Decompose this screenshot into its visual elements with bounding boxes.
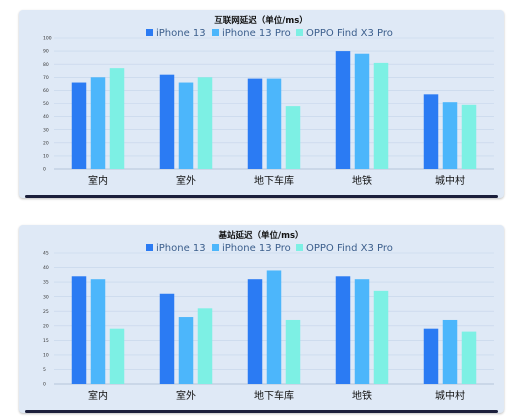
legend-swatch-oppo	[296, 244, 303, 251]
bar-oppo	[461, 104, 477, 169]
bar-iphone13	[71, 82, 87, 169]
x-category-label: 地下车库	[254, 389, 294, 402]
bar-oppo	[285, 319, 301, 384]
y-tick-label: 30	[43, 294, 49, 300]
legend-swatch-oppo	[296, 29, 303, 36]
legend-swatch-iphone13pro	[212, 29, 219, 36]
bar-iphone13	[335, 51, 351, 169]
bar-iphone13pro	[178, 82, 194, 169]
bar-iphone13pro	[442, 319, 458, 384]
internet-latency-chart: 互联网延迟（单位/ms） iPhone 13 iPhone 13 Pro OPP…	[43, 15, 494, 187]
y-tick-label: 5	[43, 367, 46, 373]
legend-label-iphone13: iPhone 13	[156, 243, 206, 254]
x-category-label: 室内	[88, 174, 108, 187]
bar-iphone13pro	[354, 53, 370, 169]
x-category-label: 地铁	[352, 174, 372, 187]
legend-label-iphone13: iPhone 13	[156, 28, 206, 39]
y-tick-label: 20	[43, 140, 49, 146]
bar-oppo	[373, 62, 389, 169]
y-tick-label: 35	[43, 280, 49, 286]
bar-iphone13pro	[178, 317, 194, 384]
legend-swatch-iphone13	[146, 29, 153, 36]
y-tick-label: 20	[43, 323, 49, 329]
x-category-label: 室外	[176, 174, 196, 187]
bar-iphone13pro	[266, 270, 282, 384]
bar-oppo	[197, 77, 213, 169]
x-category-label: 城中村	[435, 389, 465, 402]
y-tick-label: 40	[43, 114, 49, 120]
bar-iphone13pro	[354, 279, 370, 384]
y-tick-label: 100	[43, 36, 52, 42]
bar-iphone13	[159, 74, 175, 169]
bar-oppo	[197, 308, 213, 384]
bar-oppo	[285, 106, 301, 169]
bar-iphone13	[423, 94, 439, 169]
y-tick-label: 40	[43, 265, 49, 271]
y-tick-label: 10	[43, 352, 49, 358]
bar-iphone13	[335, 276, 351, 384]
legend-swatch-iphone13	[146, 244, 153, 251]
y-tick-label: 50	[43, 101, 49, 107]
base-station-latency-chart-card: 基站延迟（单位/ms） iPhone 13 iPhone 13 Pro OPPO…	[19, 225, 504, 413]
bar-iphone13	[423, 328, 439, 384]
x-category-label: 室外	[176, 389, 196, 402]
bar-iphone13pro	[442, 102, 458, 169]
legend: iPhone 13 iPhone 13 Pro OPPO Find X3 Pro	[146, 243, 393, 254]
y-tick-label: 80	[43, 62, 49, 68]
legend: iPhone 13 iPhone 13 Pro OPPO Find X3 Pro	[146, 28, 393, 39]
y-tick-label: 0	[43, 167, 46, 173]
legend-label-iphone13pro: iPhone 13 Pro	[222, 243, 291, 254]
bar-iphone13pro	[90, 279, 106, 384]
y-tick-label: 10	[43, 154, 49, 160]
legend-label-oppo: OPPO Find X3 Pro	[306, 243, 393, 254]
legend-swatch-iphone13pro	[212, 244, 219, 251]
x-category-label: 地下车库	[254, 174, 294, 187]
bar-iphone13	[71, 276, 87, 384]
x-category-label: 城中村	[435, 174, 465, 187]
y-tick-label: 15	[43, 338, 49, 344]
bar-oppo	[373, 290, 389, 384]
y-tick-label: 0	[43, 382, 46, 388]
bar-iphone13	[247, 279, 263, 384]
x-category-label: 室内	[88, 389, 108, 402]
bar-iphone13pro	[266, 78, 282, 169]
y-tick-label: 60	[43, 88, 49, 94]
bar-iphone13	[159, 293, 175, 384]
base-station-latency-chart: 基站延迟（单位/ms） iPhone 13 iPhone 13 Pro OPPO…	[43, 230, 494, 402]
y-tick-label: 45	[43, 251, 49, 257]
chart-title: 互联网延迟（单位/ms）	[214, 15, 308, 26]
bar-oppo	[109, 328, 125, 384]
legend-label-oppo: OPPO Find X3 Pro	[306, 28, 393, 39]
bar-iphone13pro	[90, 77, 106, 169]
y-tick-label: 90	[43, 49, 49, 55]
bar-oppo	[109, 68, 125, 169]
chart-title: 基站延迟（单位/ms）	[217, 230, 303, 241]
internet-latency-chart-card: 互联网延迟（单位/ms） iPhone 13 iPhone 13 Pro OPP…	[19, 10, 504, 198]
x-category-label: 地铁	[352, 389, 372, 402]
legend-label-iphone13pro: iPhone 13 Pro	[222, 28, 291, 39]
bar-iphone13	[247, 78, 263, 169]
y-tick-label: 70	[43, 75, 49, 81]
y-tick-label: 30	[43, 127, 49, 133]
bar-oppo	[461, 331, 477, 384]
y-tick-label: 25	[43, 309, 49, 315]
